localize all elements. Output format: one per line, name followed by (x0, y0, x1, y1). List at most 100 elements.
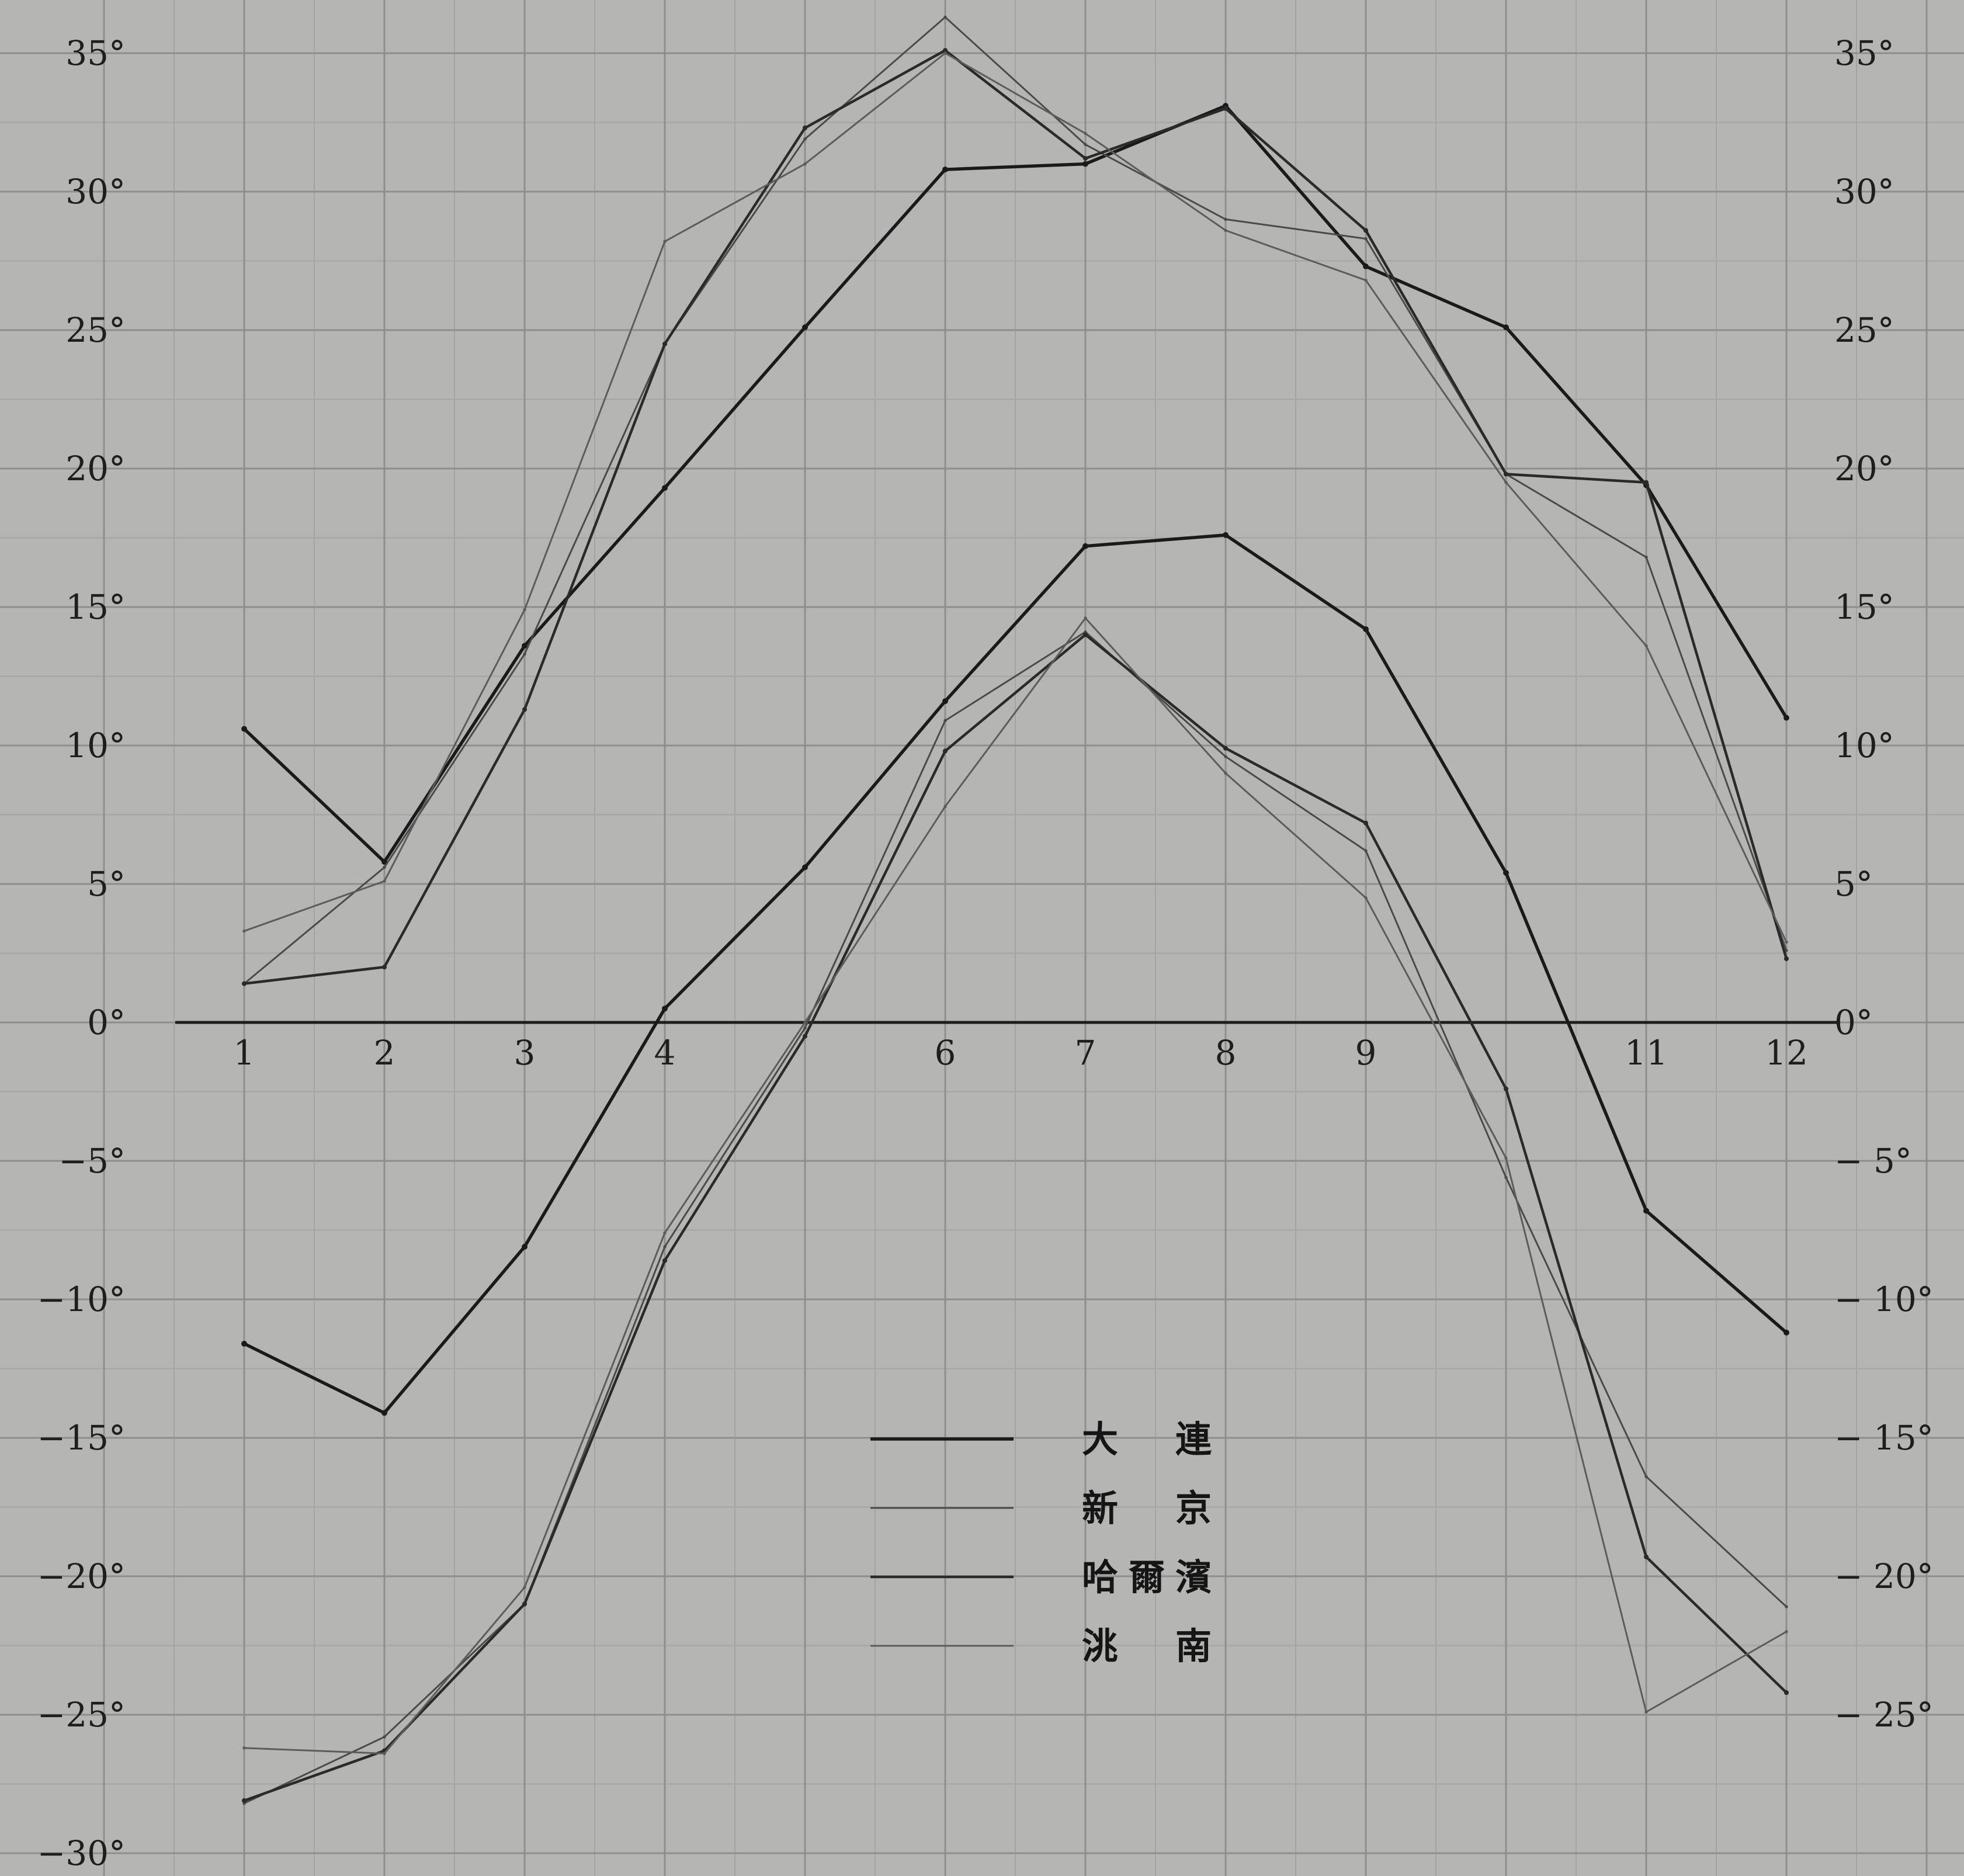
data-point (1224, 217, 1227, 221)
data-point (1224, 771, 1227, 775)
y-tick-label-left: 10° (65, 726, 126, 765)
data-point (1504, 1156, 1508, 1160)
series-lines (241, 15, 1789, 1805)
data-point (802, 125, 808, 131)
data-point (943, 805, 947, 808)
data-point (1363, 263, 1369, 269)
y-tick-label-right: − 20° (1834, 1556, 1934, 1596)
data-point (1644, 644, 1648, 648)
data-point (1223, 532, 1229, 538)
data-point (522, 1243, 528, 1250)
data-point (242, 929, 246, 933)
data-point (1082, 543, 1088, 549)
data-point (1644, 1475, 1648, 1479)
data-point (943, 51, 947, 55)
data-point (241, 1340, 247, 1347)
series-line-max-3 (243, 52, 1788, 944)
y-tick-label-left: 15° (65, 587, 126, 627)
x-tick-label: 2 (374, 1033, 395, 1073)
data-point (1785, 940, 1788, 944)
data-point (943, 15, 947, 19)
y-tick-label-right: 30° (1834, 172, 1894, 211)
data-point (1084, 143, 1087, 147)
series-line-min-5 (243, 631, 1788, 1805)
data-point (383, 865, 386, 869)
data-point (803, 1026, 807, 1030)
data-point (662, 485, 668, 491)
data-point (1364, 849, 1368, 852)
x-tick-label: 6 (935, 1033, 956, 1073)
data-point (802, 864, 808, 871)
data-point (1503, 324, 1509, 331)
data-point (1082, 156, 1088, 161)
data-point (1783, 956, 1789, 962)
y-tick-label-right: 15° (1834, 587, 1894, 627)
y-tick-label-left: 25° (65, 310, 126, 350)
data-point (241, 1798, 247, 1803)
data-point (942, 698, 948, 705)
x-tick-label: 11 (1625, 1033, 1668, 1073)
data-point (1783, 1690, 1789, 1695)
data-point (383, 1752, 386, 1756)
y-tick-label-right: − 15° (1834, 1418, 1934, 1458)
data-point (1364, 896, 1368, 900)
x-tick-label: 9 (1355, 1033, 1377, 1073)
x-tick-label: 7 (1075, 1033, 1096, 1073)
y-tick-label-right: 5° (1834, 864, 1873, 904)
data-point (1223, 106, 1229, 111)
data-point (663, 1245, 667, 1249)
y-tick-label-left: 0° (87, 1003, 126, 1042)
y-tick-label-left: −25° (37, 1695, 126, 1735)
x-tick-label: 1 (234, 1033, 255, 1073)
x-tick-label: 4 (654, 1033, 676, 1073)
data-point (1364, 237, 1368, 241)
y-tick-label-left: −10° (37, 1279, 126, 1319)
data-point (1503, 471, 1509, 477)
data-point (1643, 480, 1649, 485)
data-point (942, 48, 948, 53)
data-point (1643, 1554, 1649, 1559)
legend-label: 洮 南 (1082, 1625, 1222, 1667)
series-line-min-7 (243, 617, 1788, 1754)
y-tick-label-right: 10° (1834, 726, 1894, 765)
data-point (383, 879, 386, 883)
data-point (1644, 1710, 1648, 1714)
data-point (803, 137, 807, 141)
data-point (1504, 481, 1508, 484)
data-point (1363, 626, 1369, 632)
data-point (241, 981, 247, 986)
y-tick-label-left: 30° (65, 172, 126, 211)
data-point (943, 719, 947, 723)
data-point (381, 859, 387, 865)
data-point (802, 1034, 808, 1039)
data-point (1644, 555, 1648, 559)
data-point (1643, 1208, 1649, 1214)
data-point (241, 726, 247, 732)
series-line-max-1 (243, 16, 1788, 985)
data-point (381, 965, 387, 970)
data-point (523, 1586, 526, 1589)
data-point (1783, 1329, 1789, 1336)
data-point (383, 1735, 386, 1739)
series-line-max-0 (242, 104, 1788, 864)
data-point (1785, 1605, 1788, 1608)
series-line-max-2 (242, 49, 1788, 985)
y-tick-label-left: 5° (87, 864, 126, 904)
y-tick-label-right: 25° (1834, 310, 1894, 350)
x-tick-label: 3 (514, 1033, 536, 1073)
data-point (1223, 745, 1229, 751)
y-tick-label-right: − 25° (1834, 1695, 1934, 1735)
data-point (1783, 715, 1789, 721)
data-point (663, 240, 667, 244)
y-tick-label-right: 35° (1834, 33, 1894, 73)
data-point (1785, 1630, 1788, 1634)
y-tick-label-right: − 10° (1834, 1279, 1934, 1319)
tick-labels: 1 2 3 4 6 7 8 9 11 1235°30°25°20°15°10°5°0°−5°−10… (37, 33, 1934, 1873)
data-point (1224, 755, 1227, 758)
series-line-min-4 (242, 533, 1788, 1415)
data-point (1363, 820, 1369, 826)
data-point (523, 608, 526, 612)
y-tick-label-left: 20° (65, 449, 126, 488)
x-tick-label: 8 (1215, 1033, 1237, 1073)
